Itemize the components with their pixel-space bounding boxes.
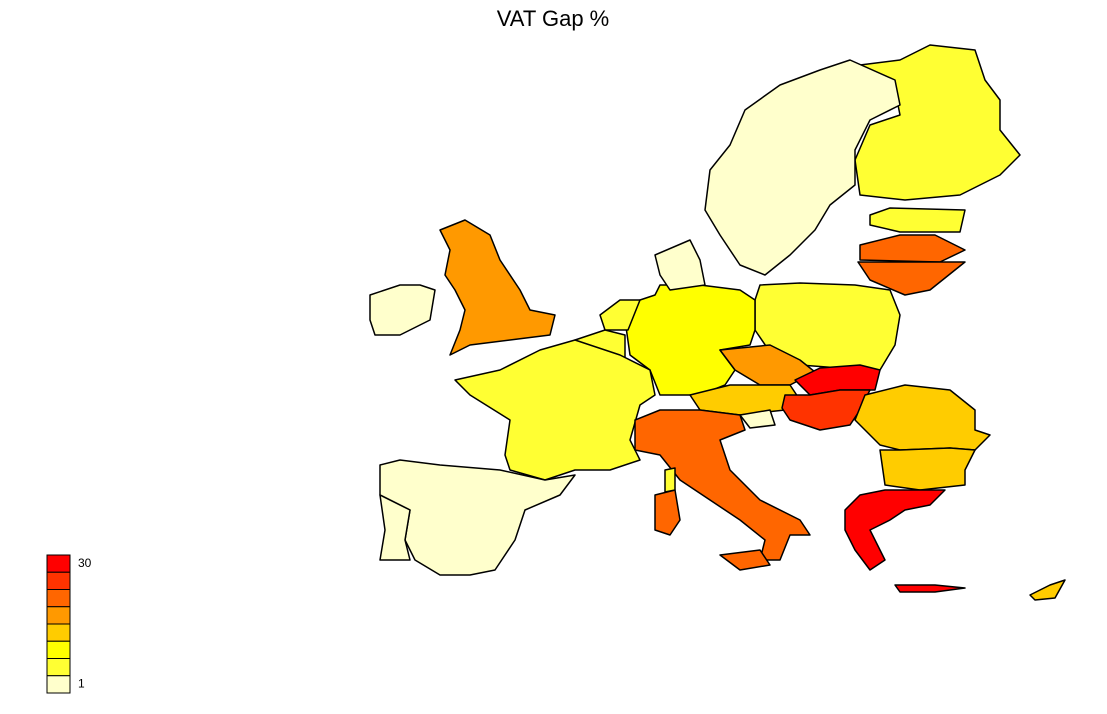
legend-swatch	[46, 571, 71, 590]
netherlands	[599, 299, 641, 331]
legend-swatch	[46, 675, 71, 694]
legend-swatch	[46, 606, 71, 625]
ireland	[369, 284, 436, 336]
legend-swatch	[46, 640, 71, 659]
romania	[854, 384, 991, 451]
legend-swatch	[46, 589, 71, 608]
finland	[854, 44, 1021, 201]
sicily	[719, 549, 771, 571]
map-title: VAT Gap %	[497, 6, 610, 31]
sweden	[704, 59, 901, 276]
legend-swatch	[46, 623, 71, 642]
legend: 30 1	[46, 554, 92, 694]
united-kingdom	[439, 219, 556, 356]
france	[454, 339, 656, 481]
cyprus	[1029, 579, 1066, 601]
lithuania	[857, 261, 966, 296]
corsica	[664, 467, 676, 493]
legend-swatch	[46, 554, 71, 573]
legend-swatch	[46, 658, 71, 677]
hungary	[781, 389, 871, 431]
denmark	[654, 239, 706, 291]
bulgaria	[879, 447, 976, 491]
portugal	[379, 494, 411, 561]
sardinia	[654, 489, 681, 536]
estonia	[869, 207, 966, 233]
greece	[844, 489, 946, 571]
latvia	[859, 234, 966, 263]
italy	[634, 409, 811, 561]
regions	[369, 44, 1066, 601]
legend-max-label: 30	[78, 556, 92, 570]
slovenia	[739, 409, 776, 429]
crete	[894, 584, 966, 593]
legend-min-label: 1	[78, 677, 85, 691]
